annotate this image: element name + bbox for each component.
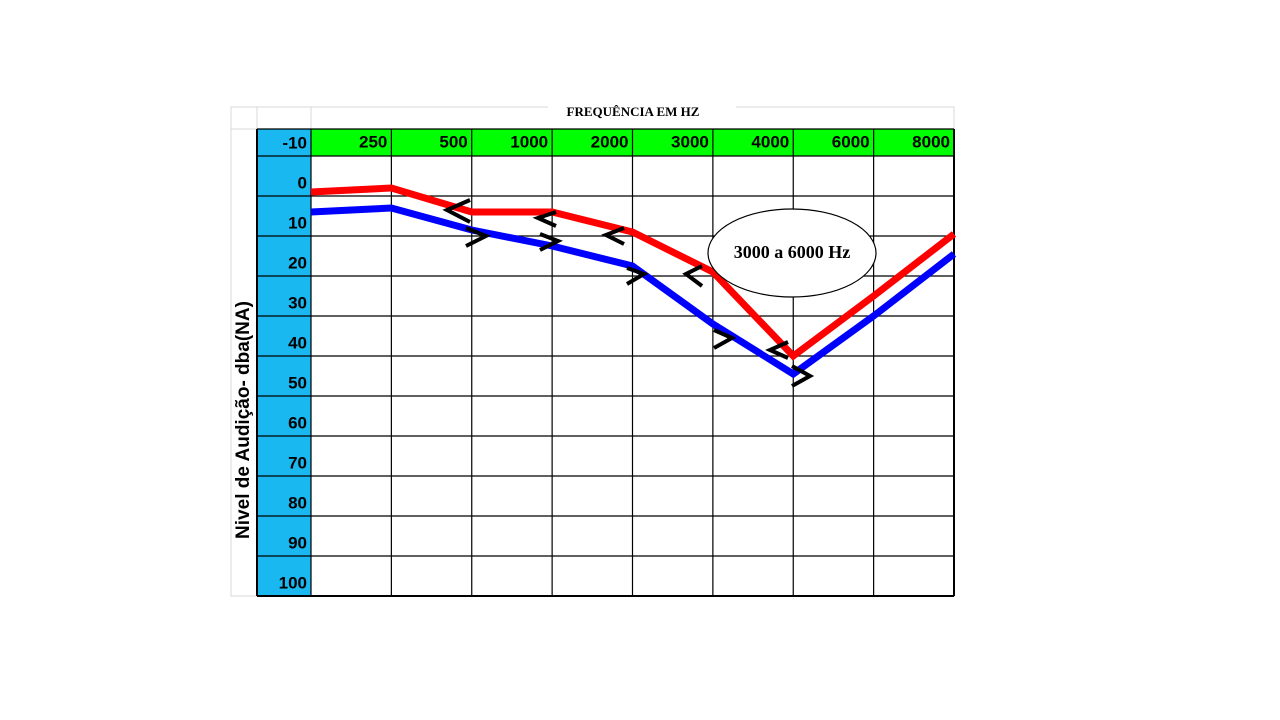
x-tick-label: 4000	[751, 132, 789, 151]
masking-symbols	[442, 198, 815, 388]
y-tick-label: 40	[288, 333, 307, 352]
y-header-band	[257, 129, 311, 596]
annotation: 3000 a 6000 Hz	[734, 242, 851, 262]
x-tick-label: 8000	[912, 132, 950, 151]
chart-title: FREQUÊNCIA EM HZ	[567, 104, 700, 119]
x-tick-label: 500	[439, 132, 467, 151]
x-tick-label: 2000	[591, 132, 629, 151]
y-tick-label: -10	[282, 133, 307, 152]
y-tick-label: 100	[279, 573, 307, 592]
sheet-frame	[230, 106, 955, 597]
y-tick-label: 30	[288, 293, 307, 312]
y-tick-label: 70	[288, 453, 307, 472]
title-box	[548, 100, 736, 127]
x-tick-label: 250	[359, 132, 387, 151]
series-line	[310, 204, 957, 379]
series-line	[310, 184, 957, 361]
y-tick-label: 80	[288, 493, 307, 512]
y-tick-label: 50	[288, 373, 307, 392]
x-tick-label: 1000	[510, 132, 548, 151]
y-tick-label: 20	[288, 253, 307, 272]
y-tick-label: 10	[288, 213, 307, 232]
y-tick-label: 90	[288, 533, 307, 552]
y-tick-label: 60	[288, 413, 307, 432]
x-tick-label: 6000	[832, 132, 870, 151]
y-tick-label: 0	[298, 173, 307, 192]
annotation-ellipse	[707, 208, 877, 298]
y-axis-label: Nivel de Audição- dba(NA)	[233, 301, 254, 539]
x-tick-label: 3000	[671, 132, 709, 151]
